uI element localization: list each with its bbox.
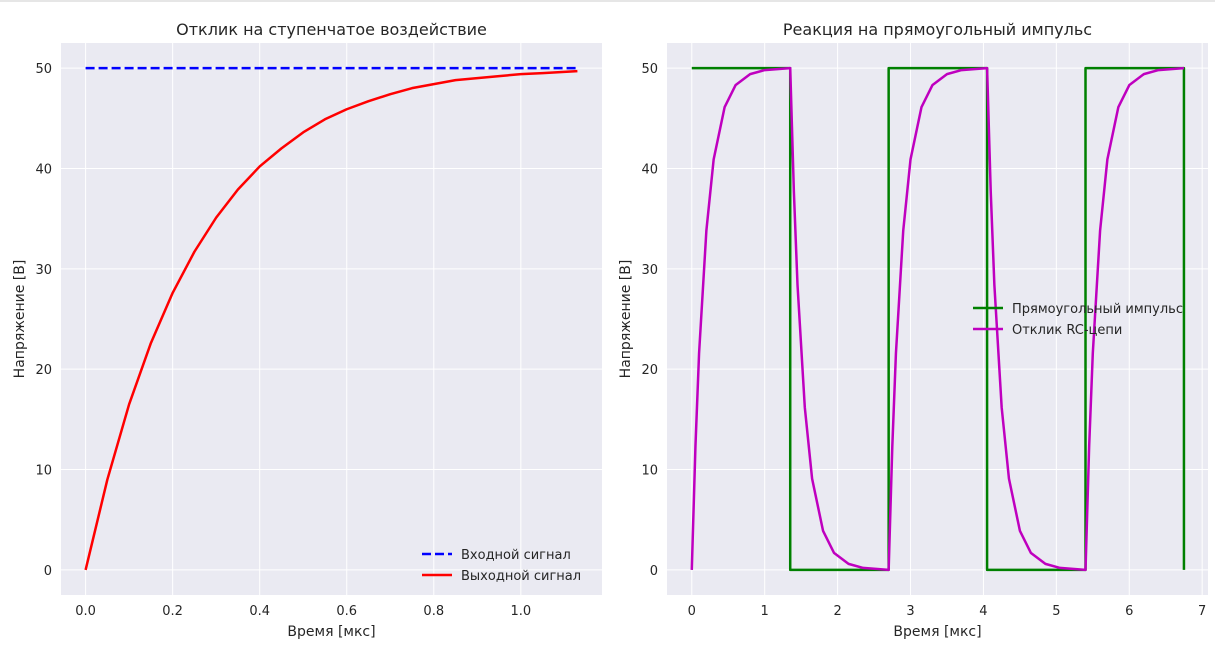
x-tick-label: 0.4 [249,604,270,619]
y-tick-label: 10 [641,464,658,479]
plot-area [667,43,1208,595]
grid [667,43,1208,595]
x-tick-label: 2 [833,604,841,619]
legend-label-output: Выходной сигнал [461,569,581,584]
chart-title: Реакция на прямоугольный импульс [783,20,1092,39]
x-tick-label: 6 [1125,604,1133,619]
y-axis-label: Напряжение [В] [618,260,634,379]
x-tick-label: 0.8 [423,604,444,619]
legend: Прямоугольный импульс Отклик RC-цепи [973,302,1183,338]
x-tick-label: 0.0 [75,604,96,619]
grid [61,43,602,595]
x-tick-label: 5 [1052,604,1060,619]
x-axis-label: Время [мкс] [287,624,375,640]
y-tick-label: 10 [35,464,52,479]
x-tick-label: 4 [979,604,987,619]
y-tick-labels: 0 10 20 30 40 50 [35,62,52,579]
series-layer [84,66,578,571]
legend-label-rc: Отклик RC-цепи [1012,323,1122,338]
x-tick-labels: 0 1 2 3 4 5 6 7 [688,604,1207,619]
y-axis-label: Напряжение [В] [12,260,28,379]
plot-area [61,43,602,595]
y-tick-label: 50 [641,62,658,77]
top-border [0,0,1215,2]
y-tick-label: 40 [35,162,52,177]
x-tick-label: 0 [688,604,696,619]
x-tick-label: 0.2 [162,604,183,619]
x-tick-label: 1 [761,604,769,619]
x-tick-label: 7 [1198,604,1206,619]
series-layer [690,66,1186,572]
step-response-chart: 0.0 0.2 0.4 0.6 0.8 1.0 0 10 20 30 40 50 Отклик на… [12,20,602,640]
y-tick-label: 30 [35,263,52,278]
chart-title: Отклик на ступенчатое воздействие [176,20,487,39]
x-axis-label: Время [мкс] [893,624,981,640]
y-tick-label: 50 [35,62,52,77]
y-tick-label: 0 [44,564,52,579]
pulse-response-chart: 0 1 2 3 4 5 6 7 0 10 20 30 40 50 Реакция на прямоуго… [618,20,1208,640]
x-tick-label: 0.6 [336,604,357,619]
legend-label-pulse: Прямоугольный импульс [1012,302,1183,317]
legend-label-input: Входной сигнал [461,548,571,563]
x-tick-label: 1.0 [510,604,531,619]
y-tick-label: 40 [641,162,658,177]
x-tick-labels: 0.0 0.2 0.4 0.6 0.8 1.0 [75,604,531,619]
y-tick-label: 0 [650,564,658,579]
y-tick-labels: 0 10 20 30 40 50 [641,62,658,579]
series-line-2 [84,69,578,571]
legend: Входной сигнал Выходной сигнал [422,548,581,584]
y-tick-label: 20 [641,363,658,378]
series-line-2 [690,66,1185,572]
x-tick-label: 3 [906,604,914,619]
y-tick-label: 20 [35,363,52,378]
y-tick-label: 30 [641,263,658,278]
